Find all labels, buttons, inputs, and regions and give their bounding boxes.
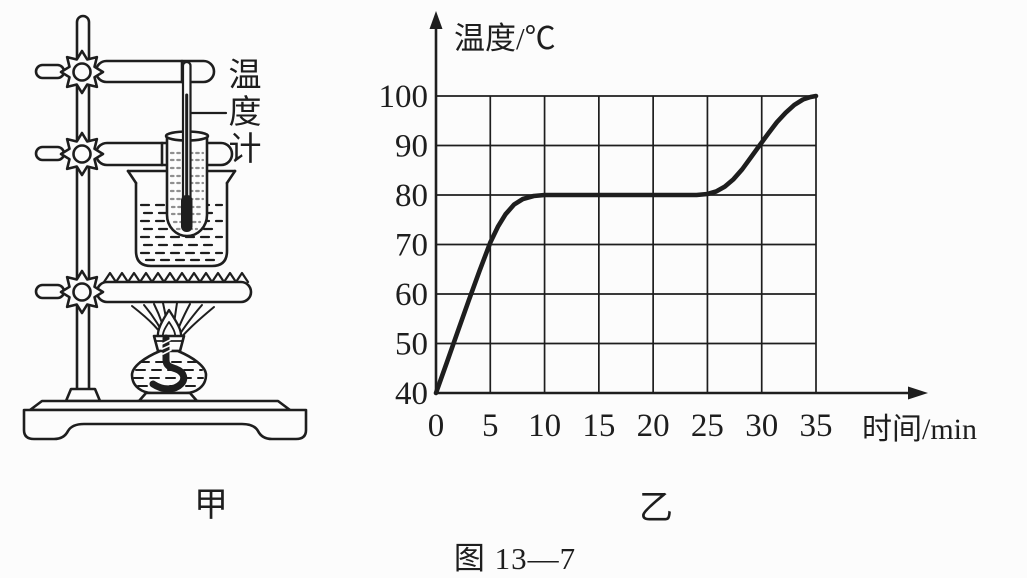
clamp-arm-upper (94, 59, 216, 84)
x-tick-label: 10 (528, 408, 561, 444)
rod-foot (64, 387, 102, 403)
clamp-knob-middle (34, 131, 105, 177)
x-tick-label: 0 (428, 408, 445, 444)
apparatus-caption: 甲 (194, 487, 228, 524)
y-tick-label: 100 (379, 79, 429, 115)
wire-gauze (102, 271, 250, 284)
y-tick-label: 80 (395, 178, 428, 214)
figure-caption: 图 13—7 (453, 541, 577, 576)
thermometer-label: 温度计 (223, 57, 259, 168)
temperature-curve (433, 93, 819, 396)
thermometer (181, 60, 193, 232)
alcohol-lamp (130, 334, 208, 408)
lamp-wick (149, 334, 188, 393)
thermometer-bulb (181, 195, 193, 232)
x-tick-label: 30 (745, 408, 778, 444)
ring-platform (95, 280, 253, 304)
x-tick-label: 5 (482, 408, 499, 444)
y-axis-title: 温度/℃ (454, 21, 556, 56)
y-axis-arrow (429, 11, 443, 29)
base-plate (28, 399, 292, 412)
lamp-wick-hatch (161, 339, 172, 355)
chart-caption: 乙 (639, 490, 673, 527)
x-tick-label: 35 (800, 408, 833, 444)
y-tick-label: 50 (395, 327, 428, 363)
x-tick-label: 25 (691, 408, 724, 444)
stand-base (22, 387, 308, 441)
x-tick-label: 20 (637, 408, 670, 444)
clamp-knob-lower (34, 269, 105, 315)
x-axis-arrow (908, 386, 928, 400)
heating-curve-chart: 0 5 10 15 20 25 30 35 40 50 60 70 80 90 100 (379, 11, 928, 444)
x-tick-label: 15 (582, 408, 615, 444)
x-axis-title: 时间/min (862, 413, 978, 446)
clamp-arm-middle (94, 141, 234, 167)
y-tick-label: 40 (395, 376, 428, 412)
y-tick-label: 60 (395, 277, 428, 313)
y-tick-label: 90 (395, 129, 428, 165)
y-tick-label: 70 (395, 228, 428, 264)
apparatus-diagram (22, 14, 308, 441)
base-slab (22, 408, 308, 441)
clamp-knob-upper (34, 49, 105, 95)
